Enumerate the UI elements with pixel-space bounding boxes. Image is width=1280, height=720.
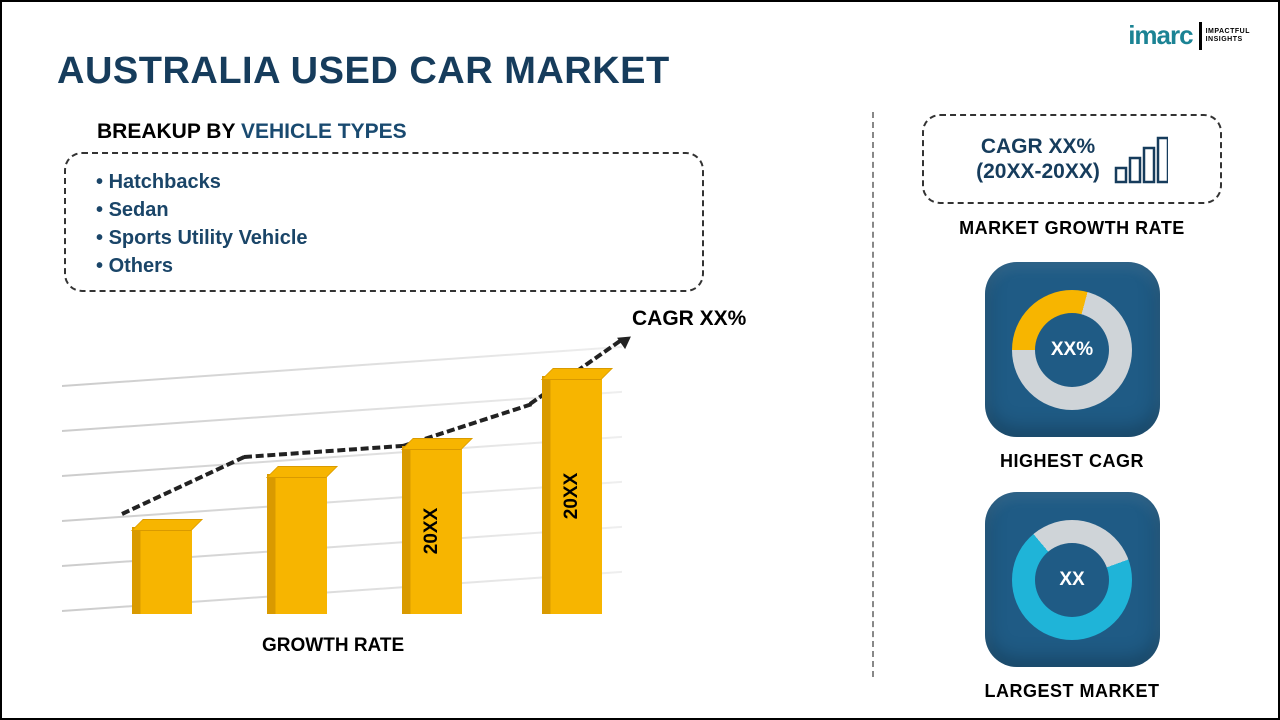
chart-bar: 20XX [402,446,462,614]
bar-label: 20XX [421,508,443,554]
largest-market-label: LARGEST MARKET [902,681,1242,702]
subtitle-prefix: BREAKUP BY [97,120,241,143]
growth-chart: 20XX20XX CAGR XX% GROWTH RATE [62,322,742,662]
donut-center: XX% [1035,313,1109,387]
logo-divider [1199,22,1202,50]
largest-market-card: XX [985,492,1160,667]
chart-annotation: CAGR XX% [632,307,746,331]
page-title: AUSTRALIA USED CAR MARKET [57,50,670,93]
chart-bar: 20XX [542,376,602,614]
grid-line [62,436,622,477]
vehicle-types-list: Hatchbacks Sedan Sports Utility Vehicle … [96,168,672,280]
list-item: Hatchbacks [96,168,672,196]
chart-bar [267,474,327,614]
vehicle-types-box: Hatchbacks Sedan Sports Utility Vehicle … [64,152,704,292]
chart-bar [132,527,192,614]
market-growth-label: MARKET GROWTH RATE [902,218,1242,239]
donut-center: XX [1035,543,1109,617]
vertical-divider [872,112,874,677]
brand-logo: imarc IMPACTFULINSIGHTS [1128,20,1250,51]
highest-cagr-donut: XX% [1012,290,1132,410]
list-item: Sports Utility Vehicle [96,224,672,252]
cagr-summary-card: CAGR XX%(20XX-20XX) [922,114,1222,204]
breakup-subtitle: BREAKUP BY VEHICLE TYPES [97,120,407,144]
highest-cagr-block: XX% HIGHEST CAGR [902,262,1242,472]
largest-market-block: XX LARGEST MARKET [902,492,1242,702]
largest-market-donut: XX [1012,520,1132,640]
highest-cagr-card: XX% [985,262,1160,437]
growth-rate-label-wrap: MARKET GROWTH RATE [902,218,1242,239]
trend-segment [121,455,245,516]
grid-line [62,346,622,387]
list-item: Sedan [96,196,672,224]
logo-text: imarc [1128,20,1192,51]
chart-axis-label: GROWTH RATE [262,635,404,657]
bar-label: 20XX [561,473,583,519]
cagr-text: CAGR XX%(20XX-20XX) [976,134,1100,184]
list-item: Others [96,252,672,280]
highest-cagr-label: HIGHEST CAGR [902,451,1242,472]
logo-tagline: IMPACTFULINSIGHTS [1206,28,1250,43]
subtitle-accent: VEHICLE TYPES [241,120,407,143]
bar-chart-icon [1112,134,1168,184]
